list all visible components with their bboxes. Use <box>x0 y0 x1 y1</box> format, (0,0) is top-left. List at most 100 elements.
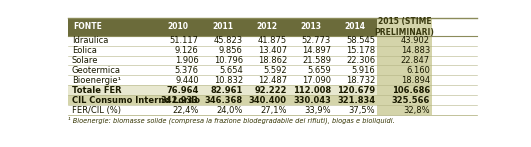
Bar <box>289 56 333 65</box>
Text: 2014: 2014 <box>345 22 365 31</box>
Bar <box>200 46 245 56</box>
Text: 5.916: 5.916 <box>352 66 375 75</box>
Bar <box>68 85 156 95</box>
Text: 120.679: 120.679 <box>337 86 375 95</box>
Bar <box>200 18 245 36</box>
Text: CIL Consumo Interno Lordo: CIL Consumo Interno Lordo <box>72 96 200 105</box>
Bar <box>377 56 432 65</box>
Bar <box>245 56 289 65</box>
Bar <box>156 85 200 95</box>
Bar <box>68 56 156 65</box>
Bar <box>333 105 377 115</box>
Bar <box>377 46 432 56</box>
Bar <box>245 65 289 75</box>
Bar <box>377 65 432 75</box>
Text: 21.589: 21.589 <box>302 56 331 65</box>
Bar <box>333 46 377 56</box>
Text: 76.964: 76.964 <box>166 86 199 95</box>
Text: 32,8%: 32,8% <box>403 106 430 115</box>
Text: 9.440: 9.440 <box>175 76 199 85</box>
Text: 9.856: 9.856 <box>219 46 243 55</box>
Text: 14.883: 14.883 <box>401 46 430 55</box>
Text: 22.306: 22.306 <box>346 56 375 65</box>
Text: Idraulica: Idraulica <box>72 36 108 45</box>
Text: 17.090: 17.090 <box>302 76 331 85</box>
Text: 112.008: 112.008 <box>293 86 331 95</box>
Bar <box>245 85 289 95</box>
Text: Eolica: Eolica <box>72 46 97 55</box>
Bar <box>289 85 333 95</box>
Bar <box>200 95 245 105</box>
Text: 2010: 2010 <box>168 22 189 31</box>
Text: 43.902: 43.902 <box>401 36 430 45</box>
Bar <box>156 105 200 115</box>
Text: 5.654: 5.654 <box>219 66 243 75</box>
Bar <box>200 105 245 115</box>
Bar <box>377 105 432 115</box>
Bar <box>289 36 333 46</box>
Text: 12.487: 12.487 <box>258 76 287 85</box>
Text: Bioenergie¹: Bioenergie¹ <box>72 76 121 85</box>
Bar <box>68 65 156 75</box>
Text: 82.961: 82.961 <box>210 86 243 95</box>
Text: 58.545: 58.545 <box>346 36 375 45</box>
Bar <box>68 75 156 85</box>
Bar <box>245 46 289 56</box>
Bar <box>156 95 200 105</box>
Text: 52.773: 52.773 <box>302 36 331 45</box>
Text: 18.862: 18.862 <box>258 56 287 65</box>
Bar <box>245 95 289 105</box>
Bar <box>156 46 200 56</box>
Text: 92.222: 92.222 <box>254 86 287 95</box>
Bar <box>333 95 377 105</box>
Text: 22,4%: 22,4% <box>172 106 199 115</box>
Bar <box>68 46 156 56</box>
Bar <box>289 18 333 36</box>
Bar <box>156 56 200 65</box>
Bar <box>156 36 200 46</box>
Bar <box>289 95 333 105</box>
Bar <box>377 36 432 46</box>
Bar <box>333 85 377 95</box>
Text: 51.117: 51.117 <box>170 36 199 45</box>
Text: 1.906: 1.906 <box>175 56 199 65</box>
Bar <box>333 18 377 36</box>
Bar <box>245 36 289 46</box>
Bar <box>200 36 245 46</box>
Text: 27,1%: 27,1% <box>260 106 287 115</box>
Text: 2015 (STIME
PRELIMINARI): 2015 (STIME PRELIMINARI) <box>374 17 434 36</box>
Text: 5.376: 5.376 <box>175 66 199 75</box>
Text: Geotermica: Geotermica <box>72 66 121 75</box>
Text: 14.897: 14.897 <box>302 46 331 55</box>
Text: 330.043: 330.043 <box>293 96 331 105</box>
Text: 5.659: 5.659 <box>307 66 331 75</box>
Text: 5.592: 5.592 <box>263 66 287 75</box>
Bar <box>289 65 333 75</box>
Text: 33,9%: 33,9% <box>304 106 331 115</box>
Bar <box>377 95 432 105</box>
Text: Totale FER: Totale FER <box>72 86 122 95</box>
Bar <box>289 105 333 115</box>
Text: 325.566: 325.566 <box>391 96 430 105</box>
Bar <box>156 65 200 75</box>
Bar <box>200 85 245 95</box>
Bar <box>333 56 377 65</box>
Bar <box>200 56 245 65</box>
Bar <box>68 95 156 105</box>
Text: Solare: Solare <box>72 56 98 65</box>
Text: 321.834: 321.834 <box>337 96 375 105</box>
Text: 13.407: 13.407 <box>258 46 287 55</box>
Bar <box>68 18 156 36</box>
Bar <box>156 75 200 85</box>
Bar <box>377 18 432 36</box>
Bar <box>333 65 377 75</box>
Bar <box>289 75 333 85</box>
Text: 2013: 2013 <box>300 22 321 31</box>
Text: 24,0%: 24,0% <box>217 106 243 115</box>
Bar <box>245 75 289 85</box>
Text: ¹ Bioenergie: biomasse solide (compresa la frazione biodegradabile dei rifiuti),: ¹ Bioenergie: biomasse solide (compresa … <box>68 116 395 124</box>
Bar <box>200 65 245 75</box>
Text: 346.368: 346.368 <box>204 96 243 105</box>
Text: 18.732: 18.732 <box>346 76 375 85</box>
Bar <box>333 36 377 46</box>
